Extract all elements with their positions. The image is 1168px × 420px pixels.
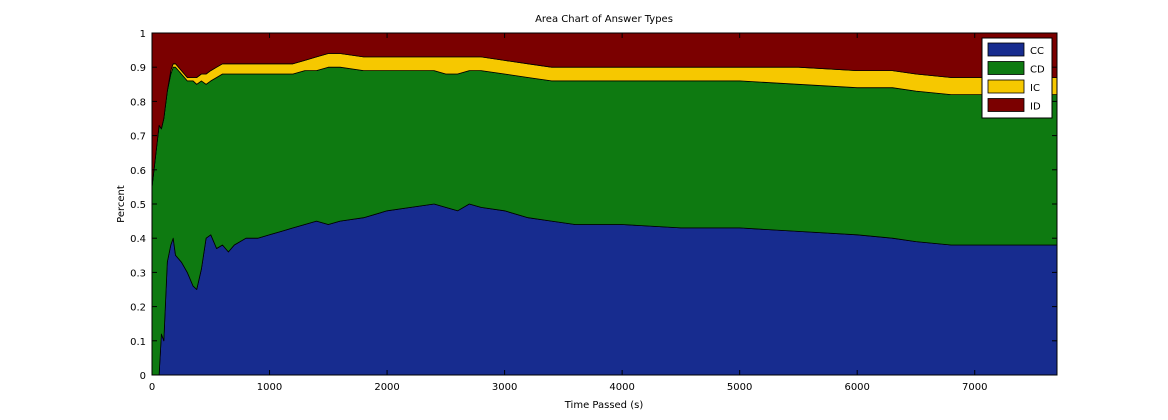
y-tick-label: 0.5 — [130, 200, 146, 211]
chart-title: Area Chart of Answer Types — [535, 14, 673, 25]
legend-swatch-cd — [987, 61, 1025, 75]
x-axis-label: Time Passed (s) — [564, 400, 644, 411]
y-tick-label: 0.9 — [130, 63, 146, 74]
legend-swatch-id — [987, 98, 1025, 112]
y-tick-label: 0.8 — [130, 97, 146, 108]
x-tick-label: 4000 — [609, 382, 634, 393]
y-tick-label: 0.2 — [130, 303, 146, 314]
legend-label-ic: IC — [1030, 83, 1040, 94]
legend-label-id: ID — [1030, 102, 1041, 113]
plot-areas — [151, 32, 1058, 376]
legend-label-cc: CC — [1030, 46, 1044, 57]
x-axis: 0 1000 2000 3000 4000 5000 6000 7000 — [149, 33, 987, 393]
y-tick-label: 0.6 — [130, 166, 146, 177]
legend: CC CD IC ID — [981, 37, 1053, 119]
y-tick-label: 0.4 — [130, 234, 146, 245]
y-tick-label: 1 — [140, 29, 146, 40]
x-tick-label: 0 — [149, 382, 155, 393]
y-tick-label: 0.3 — [130, 268, 146, 279]
x-tick-label: 2000 — [374, 382, 399, 393]
y-axis: 0 0.1 0.2 0.3 0.4 0.5 0.6 0.7 0.8 0.9 1 — [130, 29, 1057, 382]
x-tick-label: 6000 — [844, 382, 869, 393]
x-tick-label: 7000 — [962, 382, 987, 393]
x-tick-label: 3000 — [492, 382, 517, 393]
x-tick-label: 1000 — [257, 382, 282, 393]
legend-swatch-cc — [987, 42, 1025, 57]
y-tick-label: 0.1 — [130, 337, 146, 348]
x-tick-label: 5000 — [727, 382, 752, 393]
legend-label-cd: CD — [1030, 65, 1045, 76]
y-tick-label: 0.7 — [130, 132, 146, 143]
y-tick-label: 0 — [140, 371, 146, 382]
legend-swatch-ic — [987, 79, 1025, 94]
y-axis-label: Percent — [116, 185, 127, 223]
